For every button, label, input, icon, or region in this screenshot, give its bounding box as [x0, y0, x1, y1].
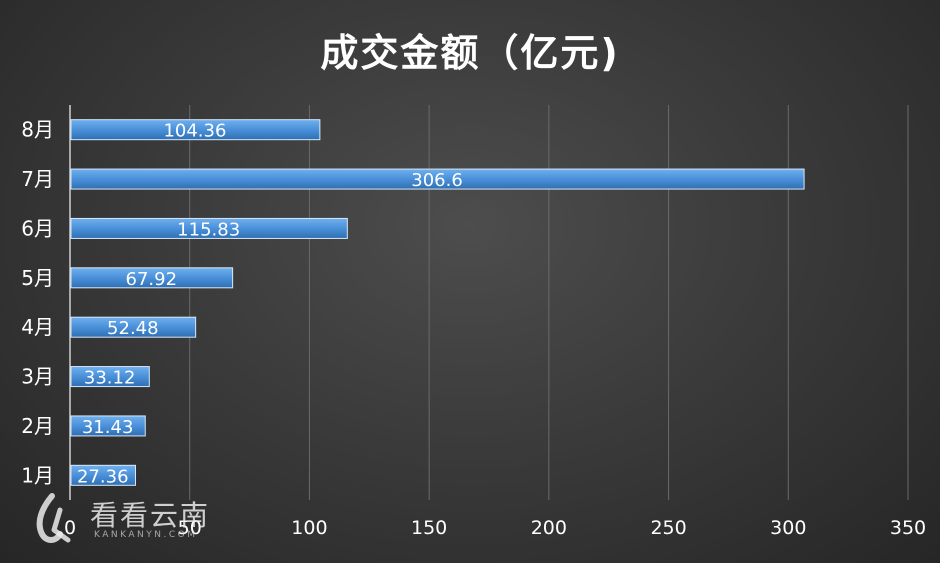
bar-data-label: 27.36	[77, 466, 129, 487]
bar-data-label: 31.43	[82, 417, 134, 438]
bar	[70, 168, 805, 190]
kankanyunnan-logo-icon	[36, 493, 71, 543]
y-category-label: 3月	[21, 365, 54, 389]
bar-data-label: 306.6	[411, 170, 463, 191]
bar	[70, 464, 137, 486]
x-tick-label: 100	[291, 517, 327, 539]
bar	[70, 415, 146, 437]
bar-data-label: 52.48	[107, 318, 159, 339]
chart-title: 成交金额（亿元)	[320, 31, 620, 75]
x-tick-label: 300	[770, 517, 806, 539]
bar	[70, 366, 150, 388]
bar	[70, 267, 234, 289]
watermark: 看看云南 KANKANYN.COM	[30, 490, 230, 550]
watermark-brand: 看看云南	[90, 499, 211, 532]
x-tick-label: 250	[650, 517, 686, 539]
y-category-label: 1月	[21, 463, 54, 487]
bar-data-label: 104.36	[163, 121, 226, 142]
y-category-label: 4月	[21, 315, 54, 339]
bar	[70, 316, 197, 338]
bar	[70, 217, 348, 239]
bar	[70, 119, 321, 141]
y-category-label: 8月	[21, 118, 54, 142]
bar-data-label: 67.92	[126, 269, 178, 290]
y-category-label: 5月	[21, 266, 54, 290]
x-tick-label: 50	[178, 517, 202, 539]
x-tick-label: 200	[531, 517, 567, 539]
y-category-label: 7月	[21, 167, 54, 191]
x-tick-label: 350	[890, 517, 926, 539]
y-category-label: 6月	[21, 216, 54, 240]
x-tick-label: 0	[64, 517, 76, 539]
y-category-label: 2月	[21, 414, 54, 438]
x-tick-label: 150	[411, 517, 447, 539]
bar-data-label: 115.83	[177, 219, 240, 240]
watermark-domain: KANKANYN.COM	[94, 530, 198, 540]
bar-data-label: 33.12	[84, 368, 136, 389]
